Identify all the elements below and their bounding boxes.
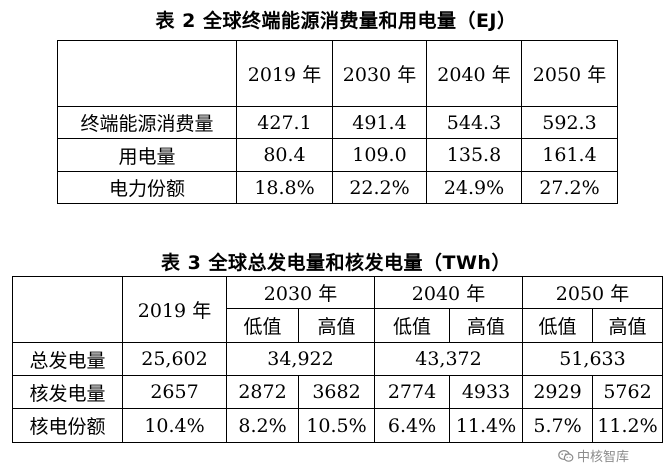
table-row: 用电量 80.4 109.0 135.8 161.4 — [57, 138, 618, 172]
value-cell: 491.4 — [332, 106, 427, 139]
header-row: 2019 年 2030 年 2040 年 2050 年 — [57, 40, 618, 107]
value-cell: 2657 — [122, 375, 227, 409]
table-row: 总发电量 25,602 34,922 43,372 51,633 — [12, 342, 663, 376]
value-cell: 25,602 — [122, 342, 227, 376]
value-cell: 4933 — [449, 375, 523, 409]
table-row: 核发电量 2657 2872 3682 2774 4933 2929 5762 — [12, 375, 663, 409]
value-cell: 24.9% — [426, 171, 522, 204]
value-cell: 18.8% — [236, 171, 333, 204]
value-cell: 3682 — [298, 375, 375, 409]
table-row: 核电份额 10.4% 8.2% 10.5% 6.4% 11.4% 5.7% 11… — [12, 408, 663, 443]
high-value-header: 高值 — [298, 308, 375, 343]
power-generation-table: 2019 年 2030 年 2040 年 2050 年 低值 高值 低值 高值 … — [12, 276, 663, 443]
low-value-header: 低值 — [522, 308, 593, 343]
value-cell: 22.2% — [332, 171, 427, 204]
value-cell: 11.4% — [449, 408, 523, 443]
value-cell: 27.2% — [521, 171, 618, 204]
value-cell: 2929 — [522, 375, 593, 409]
value-cell: 427.1 — [236, 106, 333, 139]
corner-cell — [12, 276, 123, 343]
year-header: 2030 年 — [332, 40, 427, 107]
table-row: 终端能源消费量 427.1 491.4 544.3 592.3 — [57, 106, 618, 139]
row-label: 核电份额 — [12, 408, 123, 443]
value-cell: 80.4 — [236, 138, 333, 172]
row-label: 总发电量 — [12, 342, 123, 376]
value-cell: 8.2% — [226, 408, 299, 443]
value-cell: 6.4% — [374, 408, 450, 443]
year-group-header: 2050 年 — [522, 276, 663, 309]
low-value-header: 低值 — [226, 308, 299, 343]
row-label: 终端能源消费量 — [57, 106, 237, 139]
value-cell: 109.0 — [332, 138, 427, 172]
value-cell: 2774 — [374, 375, 450, 409]
value-cell: 592.3 — [521, 106, 618, 139]
table2-caption: 表 2 全球终端能源消费量和用电量（EJ） — [155, 10, 517, 32]
watermark-text: 中核智库 — [577, 450, 630, 465]
year-header: 2019 年 — [236, 40, 333, 107]
high-value-header: 高值 — [449, 308, 523, 343]
year-group-header: 2040 年 — [374, 276, 523, 309]
value-cell: 11.2% — [592, 408, 663, 443]
corner-cell — [57, 40, 237, 107]
merged-value-cell: 34,922 — [226, 342, 375, 376]
value-cell: 161.4 — [521, 138, 618, 172]
value-cell: 5762 — [592, 375, 663, 409]
year-header: 2019 年 — [122, 276, 227, 343]
subheader-row: 低值 高值 低值 高值 低值 高值 — [13, 308, 663, 343]
value-cell: 10.4% — [122, 408, 227, 443]
table-row: 电力份额 18.8% 22.2% 24.9% 27.2% — [57, 171, 618, 204]
table3-caption: 表 3 全球总发电量和核发电量（TWh） — [161, 252, 511, 274]
merged-value-cell: 43,372 — [374, 342, 523, 376]
row-label: 核发电量 — [12, 375, 123, 409]
value-cell: 544.3 — [426, 106, 522, 139]
value-cell: 135.8 — [426, 138, 522, 172]
watermark: 中核智库 — [558, 446, 629, 465]
value-cell: 5.7% — [522, 408, 593, 443]
energy-consumption-table: 2019 年 2030 年 2040 年 2050 年 终端能源消费量 427.… — [57, 40, 618, 204]
year-header: 2050 年 — [521, 40, 618, 107]
year-group-header: 2030 年 — [226, 276, 375, 309]
value-cell: 10.5% — [298, 408, 375, 443]
wechat-icon — [558, 449, 574, 462]
low-value-header: 低值 — [374, 308, 450, 343]
value-cell: 2872 — [226, 375, 299, 409]
year-header: 2040 年 — [426, 40, 522, 107]
header-row: 2019 年 2030 年 2040 年 2050 年 — [12, 276, 663, 343]
high-value-header: 高值 — [592, 308, 663, 343]
merged-value-cell: 51,633 — [522, 342, 663, 376]
row-label: 用电量 — [57, 138, 237, 172]
row-label: 电力份额 — [57, 171, 237, 204]
